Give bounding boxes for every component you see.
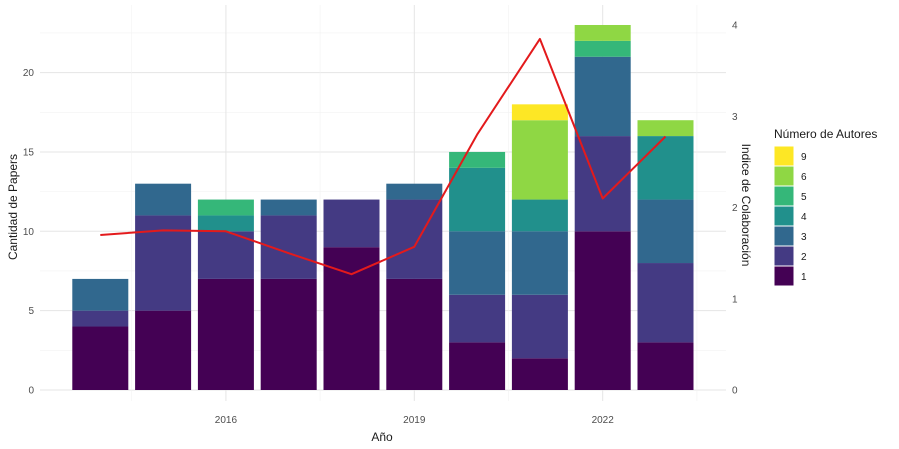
legend: Número de Autores 9 6 5 4 3 2 1: [773, 127, 877, 287]
bar-segment: [323, 247, 380, 390]
y-axis-title: Cantidad de Papers: [6, 154, 20, 260]
legend-label: 2: [801, 252, 807, 263]
bar-segment: [197, 278, 254, 390]
bar-segment: [511, 120, 568, 200]
bar-segment: [637, 136, 694, 200]
collaboration-line: [100, 37, 667, 276]
bar-segment: [574, 24, 631, 41]
x-axis: 2016 2019 2022: [215, 415, 614, 426]
y2-axis-title: Indice de Colaboración: [739, 144, 753, 267]
bar-segment: [511, 231, 568, 295]
bar-segment: [449, 231, 506, 295]
legend-swatch: [773, 165, 795, 187]
bar-segment: [574, 231, 631, 390]
bar-segment: [637, 120, 694, 137]
y2-tick-label: 0: [732, 386, 738, 397]
y-tick-label: 10: [23, 227, 35, 238]
bar-segment: [511, 358, 568, 390]
legend-label: 6: [801, 172, 807, 183]
bar-segment: [386, 278, 443, 390]
collaboration-line-path: [100, 37, 667, 276]
bar-segment: [72, 310, 129, 327]
legend-swatch: [773, 185, 795, 207]
y2-tick-label: 1: [732, 294, 738, 305]
bar-segment: [260, 199, 317, 216]
bar-segment: [72, 278, 129, 311]
y-axis-right: 0 1 2 3 4: [732, 21, 738, 397]
y2-tick-label: 4: [732, 21, 738, 32]
legend-label: 4: [801, 212, 807, 223]
legend-swatch: [773, 265, 795, 287]
y-axis-left: 0 5 10 15 20: [23, 68, 35, 396]
x-tick-label: 2022: [592, 415, 615, 426]
legend-swatch: [773, 245, 795, 267]
legend-label: 5: [801, 192, 807, 203]
bar-segment: [637, 199, 694, 264]
bar-segment: [574, 56, 631, 137]
y-tick-label: 0: [28, 386, 34, 397]
x-axis-title: Año: [371, 430, 393, 444]
bar-segment: [323, 199, 380, 248]
bar-segment: [449, 342, 506, 390]
y-tick-label: 15: [23, 147, 35, 158]
bar-segment: [197, 231, 254, 279]
legend-label: 1: [801, 272, 807, 283]
legend-label: 9: [801, 152, 807, 163]
y-tick-label: 5: [28, 306, 34, 317]
bar-segment: [637, 263, 694, 343]
bar-segment: [135, 183, 192, 216]
bar-segment: [135, 310, 192, 390]
legend-title: Número de Autores: [774, 127, 877, 141]
bar-segment: [449, 151, 506, 168]
legend-swatch: [773, 225, 795, 247]
bar-segment: [72, 326, 129, 390]
x-tick-label: 2019: [403, 415, 426, 426]
bar-segment: [637, 342, 694, 390]
bar-segment: [449, 167, 506, 232]
y-tick-label: 20: [23, 68, 35, 79]
bar-segment: [574, 40, 631, 57]
bar-segment: [511, 199, 568, 232]
bar-segment: [260, 278, 317, 390]
legend-label: 3: [801, 232, 807, 243]
bar-segment: [386, 183, 443, 200]
legend-swatch: [773, 145, 795, 167]
y2-tick-label: 2: [732, 203, 738, 214]
bar-segment: [197, 215, 254, 232]
bars: [72, 24, 694, 390]
bar-segment: [197, 199, 254, 216]
legend-swatch: [773, 205, 795, 227]
bar-segment: [449, 294, 506, 343]
bar-segment: [511, 104, 568, 121]
y2-tick-label: 3: [732, 112, 738, 123]
x-tick-label: 2016: [215, 415, 238, 426]
bar-segment: [511, 294, 568, 359]
